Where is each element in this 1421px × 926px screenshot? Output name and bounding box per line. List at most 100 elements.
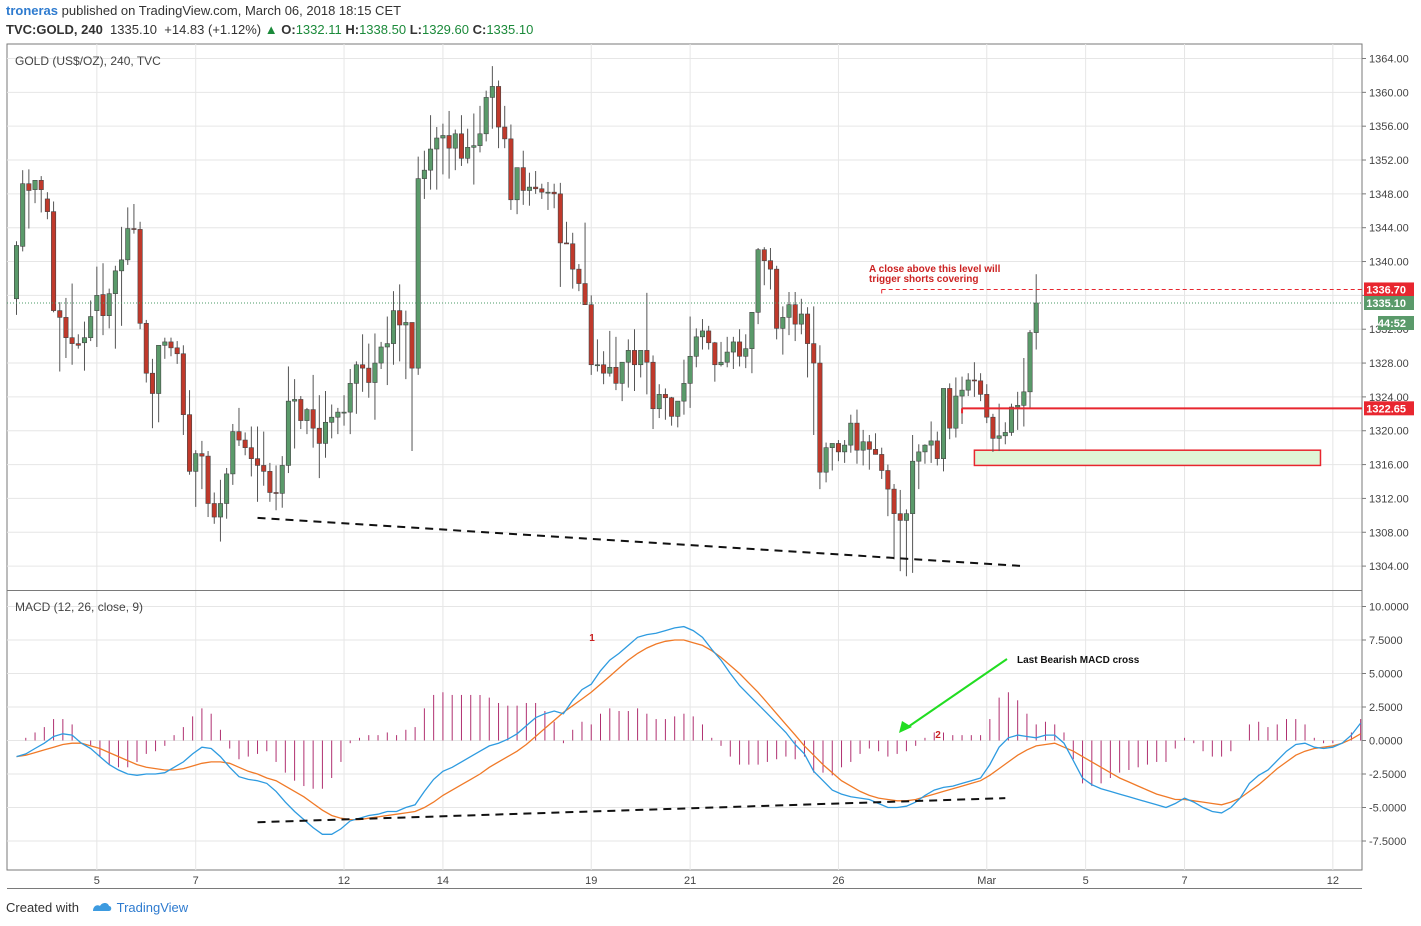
candle-down (934, 440, 940, 459)
candle-up (372, 362, 378, 383)
candle-down (242, 439, 248, 448)
ohlc-h-key: H: (345, 22, 360, 37)
candle-up (106, 293, 112, 316)
candle-up (910, 460, 916, 514)
time-tick-label: Mar (977, 875, 996, 887)
candle-down (446, 135, 452, 149)
candle-up (903, 513, 909, 521)
candle-down (564, 242, 570, 245)
candle-down (873, 449, 879, 455)
author-link[interactable]: troneras (6, 3, 59, 18)
candle-down (897, 513, 903, 521)
candle-down (551, 191, 557, 195)
candle-down (990, 416, 996, 439)
cross-label-1: 1 (589, 633, 595, 644)
candle-up (335, 411, 341, 418)
candle-up (230, 431, 236, 475)
candle-down (409, 322, 415, 369)
macd-tick-label: -5.0000 (1369, 803, 1406, 815)
candle-down (866, 441, 872, 450)
candle-up (434, 137, 440, 150)
price-tick-label: 1348.00 (1369, 189, 1409, 201)
candle-up (996, 435, 1002, 439)
candle-down (971, 379, 977, 382)
candle-up (125, 228, 131, 261)
countdown-label: 44:52 (1378, 318, 1406, 330)
candle-up (88, 316, 94, 338)
symbol-info: TVC:GOLD, 240 1335.10 +14.83 (+1.12%) ▲ … (6, 22, 533, 37)
candle-down (502, 126, 508, 140)
candle-down (397, 310, 403, 326)
candle-down (767, 260, 773, 270)
macd-tick-label: 10.0000 (1369, 602, 1409, 614)
macd-tick-label: 0.0000 (1369, 736, 1403, 748)
candle-up (428, 148, 434, 171)
time-tick-label: 19 (585, 875, 597, 887)
price-tick-label: 1304.00 (1369, 561, 1409, 573)
ohlc-o-key: O: (281, 22, 296, 37)
candle-down (706, 330, 712, 344)
badge-1336-70: 1336.70 (1366, 284, 1406, 296)
time-tick-label: 12 (338, 875, 350, 887)
candle-down (149, 372, 155, 394)
change-label: +14.83 (+1.12%) (164, 22, 262, 37)
candle-up (483, 97, 489, 135)
candle-down (508, 138, 514, 201)
candle-up (829, 443, 835, 448)
candle-up (928, 440, 934, 446)
candle-down (879, 454, 885, 471)
candle-down (588, 304, 594, 366)
candle-down (143, 322, 149, 374)
time-tick-label: 7 (193, 875, 199, 887)
publish-info: troneras published on TradingView.com, M… (6, 3, 401, 18)
candle-down (458, 133, 464, 159)
candle-up (489, 86, 495, 98)
candle-down (669, 397, 675, 417)
candle-up (823, 447, 829, 473)
price-tick-label: 1352.00 (1369, 155, 1409, 167)
publish-text: published on TradingView.com, March 06, … (58, 3, 402, 18)
tradingview-logo-icon[interactable] (91, 901, 113, 916)
candle-down (273, 492, 279, 494)
candle-down (662, 394, 668, 399)
cross-label-2: 2 (935, 730, 941, 741)
tradingview-link[interactable]: TradingView (116, 900, 189, 915)
candle-down (168, 341, 174, 349)
support-zone (973, 449, 1322, 467)
candle-up (341, 411, 347, 414)
symbol-label[interactable]: TVC:GOLD, 240 (6, 22, 103, 37)
candle-up (755, 249, 761, 313)
macd-lower-trendline (257, 797, 1006, 824)
candle-down (211, 503, 217, 518)
candle-down (737, 341, 743, 357)
ohlc-l-key: L: (409, 22, 422, 37)
candle-up (916, 451, 922, 462)
candle-up (526, 186, 532, 191)
candle-down (792, 304, 798, 325)
macd-tick-label: 2.5000 (1369, 702, 1403, 714)
candle-up (477, 133, 483, 146)
header-bar: troneras published on TradingView.com, M… (0, 0, 1421, 42)
price-tick-label: 1356.00 (1369, 121, 1409, 133)
candle-up (347, 383, 353, 413)
candle-up (693, 336, 699, 357)
badge-1322-65: 1322.65 (1366, 403, 1406, 415)
candle-down (261, 465, 267, 472)
candle-down (496, 86, 502, 128)
candle-down (650, 361, 656, 410)
candle-down (582, 283, 588, 305)
time-tick-label: 7 (1181, 875, 1187, 887)
candle-down (978, 380, 984, 395)
candle-down (316, 427, 322, 444)
candle-down (205, 455, 211, 504)
macd-tick-label: -2.5000 (1369, 769, 1406, 781)
bearish-cross-arrow-icon (899, 721, 912, 733)
ohlc-c-value: 1335.10 (486, 22, 534, 37)
candle-up (279, 465, 285, 494)
candle-down (366, 367, 372, 383)
candle-up (594, 364, 600, 367)
candle-up (780, 317, 786, 329)
candle-down (805, 313, 811, 344)
price-tick-label: 1344.00 (1369, 223, 1409, 235)
